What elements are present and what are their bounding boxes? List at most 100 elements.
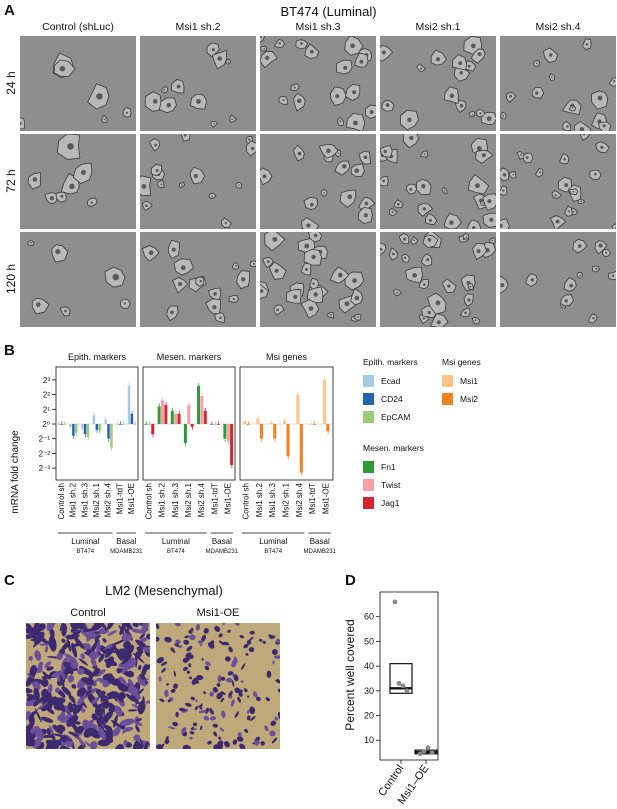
- stained-cell: [185, 744, 192, 749]
- stained-cell: [113, 714, 118, 728]
- cell-nucleus: [427, 237, 432, 242]
- cell-colony: [260, 283, 269, 299]
- cell-nucleus: [296, 98, 302, 104]
- stained-cell: [29, 665, 38, 677]
- cell-nucleus: [312, 282, 315, 285]
- cell-nucleus: [350, 43, 355, 49]
- cell-nucleus: [422, 207, 427, 211]
- stained-cell: [166, 683, 169, 686]
- cell-nucleus: [347, 194, 353, 200]
- bar: [57, 424, 61, 425]
- cell-nucleus: [428, 218, 432, 222]
- data-point: [400, 683, 406, 689]
- cell-nucleus: [471, 113, 474, 116]
- stained-cell: [137, 664, 142, 671]
- stained-cell: [83, 719, 94, 731]
- stained-cell: [264, 725, 269, 731]
- stained-cell: [116, 668, 122, 674]
- stained-cell: [83, 625, 88, 632]
- stained-cell: [156, 657, 164, 664]
- bar: [116, 424, 119, 425]
- stained-cell: [159, 698, 165, 703]
- stained-cell: [114, 705, 123, 717]
- legend-label: Jag1: [381, 498, 400, 508]
- group-label: Luminal: [71, 537, 99, 546]
- stained-cell: [136, 718, 142, 722]
- x-tick-label: Msi1 sh.3: [80, 482, 89, 517]
- legend-label: Msi1: [460, 376, 478, 386]
- stained-cell: [54, 687, 60, 693]
- bar: [157, 406, 161, 424]
- stained-cell: [26, 735, 33, 743]
- panel-d-letter: D: [345, 572, 356, 589]
- stained-cell: [207, 740, 212, 745]
- legend-swatch: [363, 461, 374, 473]
- plot-frame: [379, 591, 439, 761]
- stained-cell: [136, 646, 144, 654]
- cell-nucleus: [266, 260, 270, 264]
- cell-nucleus: [335, 94, 340, 99]
- stained-cell: [139, 633, 146, 640]
- cell-nucleus: [193, 173, 198, 179]
- stained-cell: [190, 627, 194, 631]
- cell-nucleus: [489, 217, 494, 222]
- y-tick-label: 2⁻³: [39, 464, 51, 473]
- stained-cell: [119, 676, 127, 687]
- stained-cell: [106, 623, 116, 630]
- stained-cell: [83, 727, 94, 738]
- micrograph-image: [380, 134, 496, 229]
- stained-cell: [61, 641, 71, 651]
- stained-cell: [26, 687, 33, 694]
- stained-cell: [90, 656, 97, 667]
- cell-nucleus: [572, 210, 575, 213]
- stained-cell: [34, 708, 42, 723]
- cell-nucleus: [422, 317, 426, 320]
- cell-colony: [430, 313, 449, 327]
- stained-cell: [274, 716, 279, 721]
- group-label: Luminal: [162, 537, 190, 546]
- cell-nucleus: [419, 67, 423, 70]
- stained-cell: [81, 708, 86, 713]
- stained-cell: [249, 630, 255, 635]
- cell-nucleus: [304, 243, 310, 249]
- bar: [130, 413, 134, 424]
- stained-cell: [218, 736, 222, 740]
- micrograph-image: [20, 36, 136, 131]
- stained-cell: [167, 699, 171, 703]
- bar: [121, 424, 125, 425]
- control-label: Control: [70, 607, 106, 619]
- stained-cell: [96, 677, 111, 686]
- stained-cell: [49, 627, 55, 638]
- stained-cell: [212, 686, 219, 693]
- cell-nucleus: [145, 204, 148, 208]
- stained-cell: [46, 623, 56, 631]
- cell-nucleus: [572, 190, 575, 193]
- stained-cell: [201, 658, 204, 661]
- cell-colony: [402, 134, 420, 149]
- stained-cell: [65, 634, 79, 640]
- stained-cell: [117, 683, 128, 692]
- cell-nucleus: [426, 258, 430, 262]
- stained-cell: [61, 638, 66, 643]
- stained-cell: [82, 701, 87, 709]
- cell-nucleus: [241, 277, 246, 282]
- cell-nucleus: [571, 107, 574, 109]
- stained-cell: [213, 731, 218, 737]
- stained-cell: [204, 665, 210, 671]
- stained-cell: [130, 695, 140, 705]
- bar: [164, 404, 168, 424]
- cell-nucleus: [512, 173, 515, 176]
- stained-cell: [245, 653, 249, 656]
- stained-cell: [209, 716, 217, 721]
- stained-cell: [164, 689, 169, 698]
- cell-nucleus: [447, 284, 451, 288]
- cell-nucleus: [64, 309, 67, 313]
- legend-swatch: [363, 497, 374, 509]
- bar: [127, 385, 131, 424]
- stained-cell: [269, 730, 276, 737]
- stained-cell: [175, 639, 181, 645]
- stained-cell: [185, 652, 192, 658]
- cell-nucleus: [474, 319, 477, 322]
- cell-nucleus: [525, 156, 529, 159]
- cell-nucleus: [326, 148, 331, 154]
